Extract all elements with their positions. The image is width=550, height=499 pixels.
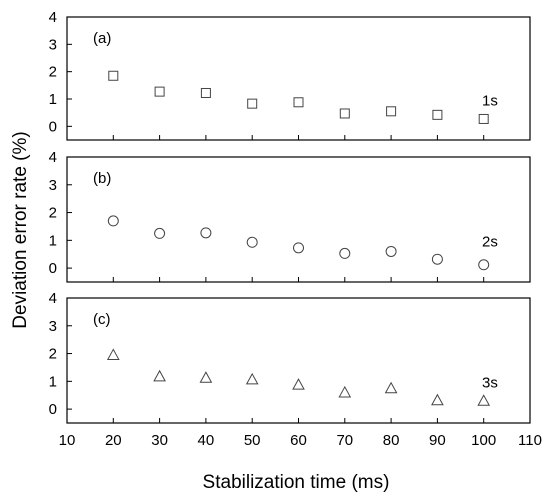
x-tick-label: 70	[336, 432, 353, 449]
data-point	[199, 371, 213, 383]
series-tag: 1s	[482, 92, 498, 109]
x-tick-label: 30	[151, 432, 168, 449]
data-point	[386, 106, 397, 117]
y-tick-label: 3	[49, 177, 57, 194]
plot-frame	[66, 156, 531, 283]
panel-label: (a)	[93, 30, 111, 47]
y-tick-label: 0	[49, 260, 57, 277]
x-tick-label: 10	[59, 432, 76, 449]
panel-b: 0 1 2 3 4 (b) 2s	[49, 149, 531, 283]
y-tick-label: 4	[49, 9, 57, 26]
data-point	[431, 253, 443, 265]
data-point	[247, 98, 258, 109]
x-tick-label: 20	[105, 432, 122, 449]
y-tick-label: 4	[49, 290, 57, 307]
data-point	[154, 86, 165, 97]
data-point	[432, 109, 443, 120]
y-tick-label: 2	[49, 346, 57, 363]
data-point	[478, 259, 490, 271]
y-tick-label: 2	[49, 64, 57, 81]
y-tick-label: 1	[49, 232, 57, 249]
y-tick-label: 2	[49, 205, 57, 222]
data-point	[431, 393, 444, 406]
x-axis-title: Stabilization time (ms)	[203, 472, 390, 493]
x-tick-label: 100	[471, 432, 496, 449]
data-point	[200, 227, 212, 239]
data-point	[200, 87, 211, 98]
panel-label: (b)	[93, 170, 111, 187]
data-point	[384, 381, 398, 394]
data-point	[106, 348, 120, 360]
x-tick-label: 50	[244, 432, 261, 449]
data-point	[339, 108, 350, 119]
x-tick-label: 40	[198, 432, 215, 449]
data-point	[153, 369, 166, 382]
panel-c: 0 1 2 3 4 10 20 30 40 50 60 70 80 90 100 110 (c) 3s	[49, 290, 542, 449]
plot-frame	[66, 297, 531, 424]
data-point	[339, 247, 351, 259]
y-tick-label: 3	[49, 36, 57, 53]
data-point	[385, 245, 397, 257]
y-tick-label: 0	[49, 118, 57, 135]
series-tag: 3s	[482, 375, 498, 392]
x-tick-label: 80	[383, 432, 400, 449]
y-tick-label: 1	[49, 91, 57, 108]
y-tick-label: 4	[49, 149, 57, 166]
y-tick-label: 1	[49, 373, 57, 390]
data-point	[154, 227, 166, 239]
panel-label: (c)	[93, 311, 111, 328]
x-tick-label: 110	[518, 432, 542, 449]
data-point	[245, 372, 259, 385]
panel-a: 0 1 2 3 4 (a) 1s	[49, 9, 531, 141]
data-point	[338, 385, 352, 398]
data-point	[478, 113, 489, 124]
data-point	[293, 97, 304, 108]
data-point	[293, 242, 304, 254]
y-axis-title: Deviation error rate (%)	[10, 131, 31, 328]
y-tick-label: 0	[49, 401, 57, 418]
data-point	[477, 394, 491, 406]
y-tick-label: 3	[49, 318, 57, 335]
data-point	[246, 236, 258, 248]
series-tag: 2s	[482, 234, 498, 251]
data-point	[292, 378, 305, 390]
data-point	[107, 215, 119, 227]
plot-frame	[66, 16, 531, 141]
x-tick-label: 90	[429, 432, 446, 449]
x-tick-label: 60	[290, 432, 307, 449]
data-point	[108, 70, 119, 81]
